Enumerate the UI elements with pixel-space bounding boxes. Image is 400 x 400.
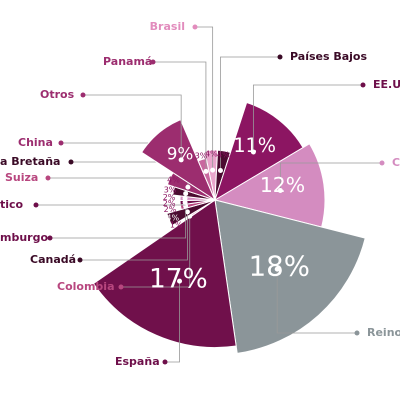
rose-slice (92, 199, 237, 348)
slice-dot (203, 168, 209, 174)
value-label: 17% (149, 263, 208, 294)
rose-slice (214, 199, 366, 354)
leader-line (165, 281, 180, 363)
slice-dot (184, 209, 190, 215)
category-label: tico (0, 198, 24, 211)
rose-slice (166, 199, 216, 227)
leader-dot (162, 359, 168, 365)
category-label: Suiza (5, 171, 38, 184)
leader-dot (379, 160, 385, 166)
leader-line (121, 216, 191, 288)
leader-dot (192, 24, 198, 30)
leader-dot (33, 202, 39, 208)
leader-line (83, 94, 182, 160)
category-label: Brasil (150, 20, 185, 33)
leader-dot (360, 82, 366, 88)
value-label: 4% (205, 150, 218, 159)
leader-dot (118, 284, 124, 290)
value-label: 12% (260, 173, 305, 197)
leader-line (220, 56, 280, 171)
value-label: 2% (164, 205, 177, 214)
leader-dot (68, 159, 74, 165)
leader-dot (45, 175, 51, 181)
value-label: 9% (167, 144, 194, 164)
leader-line (50, 206, 187, 239)
category-label: EE.U (373, 78, 400, 91)
category-label: Países Bajos (290, 50, 367, 63)
leader-dot (77, 257, 83, 263)
leader-dot (47, 235, 53, 241)
leader-line (153, 61, 207, 172)
leader-dot (150, 59, 156, 65)
slice-dot (210, 167, 216, 173)
category-label: C (392, 156, 400, 169)
slice-dot (277, 188, 283, 194)
rose-slice (140, 118, 217, 202)
slice-dot (250, 149, 256, 155)
slice-dot (185, 184, 191, 190)
leader-line (279, 162, 382, 191)
value-label: 2% (163, 199, 176, 208)
category-label: Canadá (30, 253, 76, 266)
category-label: Colombia (57, 280, 115, 293)
leader-dot (354, 330, 360, 336)
value-label: 4% (217, 150, 230, 159)
value-label: 18% (249, 249, 310, 282)
category-label: Otros (40, 88, 75, 101)
slice-dot (178, 157, 184, 163)
slice-dot (182, 195, 188, 201)
category-label: China (18, 136, 53, 149)
category-label: a Bretaña (0, 155, 60, 168)
value-label: 3% (164, 186, 177, 195)
rose-slice (213, 143, 326, 228)
leader-line (276, 269, 357, 334)
value-label: 4% (166, 214, 179, 223)
category-label: Panamá (103, 55, 152, 68)
category-label: Reino (367, 326, 400, 339)
slice-dot (217, 168, 223, 174)
leader-line (252, 84, 363, 152)
rose-slice (214, 101, 304, 202)
category-label: mburgo (0, 231, 48, 244)
value-label: 1% (170, 220, 183, 229)
value-label: 3% (195, 152, 208, 161)
slice-dot (274, 266, 280, 272)
leader-line (80, 211, 188, 261)
leader-dot (80, 92, 86, 98)
slice-dot (182, 199, 188, 205)
slice-dot (183, 191, 189, 197)
leader-dot (277, 54, 283, 60)
leader-line (195, 26, 214, 171)
value-label: 2% (163, 193, 176, 202)
value-label: 4% (167, 176, 180, 185)
leader-dot (58, 140, 64, 146)
value-label: 11% (233, 134, 276, 157)
slice-dot (177, 278, 183, 284)
category-label: España (115, 355, 160, 368)
